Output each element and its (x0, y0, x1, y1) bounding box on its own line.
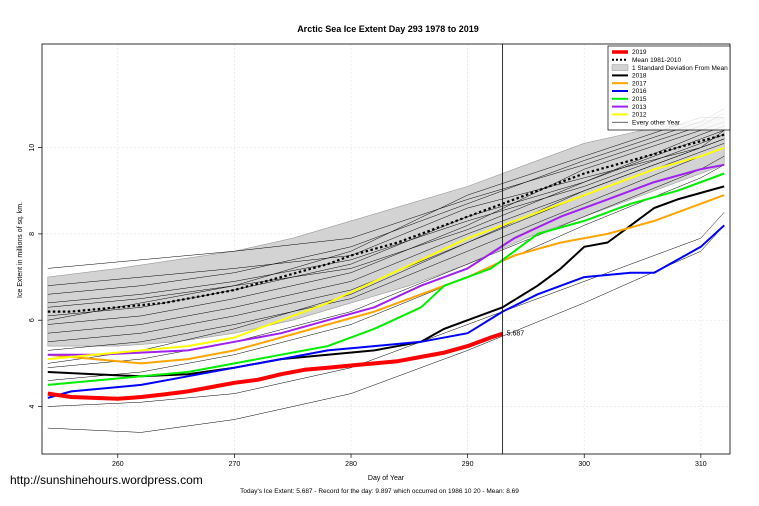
legend-label: 2015 (632, 96, 647, 103)
ice-extent-summary: Today's Ice Extent: 5.687 - Record for t… (240, 488, 519, 495)
other-year-line (47, 147, 725, 351)
x-tick-label: 260 (112, 461, 124, 468)
y-axis-label: Ice Extent in millions of sq. km. (17, 202, 24, 298)
y-tick-label: 10 (29, 144, 36, 152)
other-year-line (47, 212, 725, 407)
other-year-line (47, 125, 725, 317)
legend-swatch (611, 64, 629, 71)
x-tick-label: 290 (462, 461, 474, 468)
y-tick-label: 4 (29, 404, 36, 408)
series-line-2012 (47, 146, 725, 361)
plot-area: 5.687 (47, 44, 725, 454)
legend-label: 2019 (632, 49, 647, 56)
other-year-line (47, 138, 725, 364)
series-line-2018 (47, 185, 725, 378)
axes: 260 270 280 290 300 310 4 6 8 10 (29, 144, 707, 468)
legend-label: 1 Standard Deviation From Mean (632, 65, 728, 72)
legend-label: 2012 (632, 112, 647, 119)
chart-title: Arctic Sea Ice Extent Day 293 1978 to 20… (297, 24, 479, 34)
x-tick-label: 280 (345, 461, 357, 468)
legend-label: 2013 (632, 104, 647, 111)
other-year-line (47, 164, 725, 381)
series-line-2015 (47, 172, 725, 386)
other-year-line (47, 155, 725, 368)
plot-frame (41, 43, 731, 455)
mean-line (47, 133, 725, 313)
series-line-2019 (47, 331, 504, 401)
other-year-line (47, 112, 725, 269)
other-year-line (47, 138, 725, 286)
current-value-label: 5.687 (507, 331, 525, 338)
x-axis-label: Day of Year (368, 475, 405, 482)
series-line-2013 (47, 163, 725, 356)
x-tick-label: 270 (229, 461, 241, 468)
x-tick-label: 300 (578, 461, 590, 468)
legend-label: 2016 (632, 88, 647, 95)
legend-label: 2018 (632, 73, 647, 80)
series-line-2016 (47, 224, 725, 399)
y-tick-label: 6 (29, 318, 36, 322)
x-tick-label: 310 (695, 461, 707, 468)
source-url: http://sunshinehours.wordpress.com (10, 473, 203, 487)
legend-box (607, 45, 731, 131)
legend-label: 2017 (632, 80, 647, 87)
legend-label: Mean 1981-2010 (632, 57, 682, 64)
other-year-line (47, 130, 725, 308)
other-year-line (47, 225, 725, 433)
series-line-2017 (47, 194, 725, 365)
y-tick-label: 8 (29, 232, 36, 236)
legend-label: Every other Year (632, 119, 681, 126)
